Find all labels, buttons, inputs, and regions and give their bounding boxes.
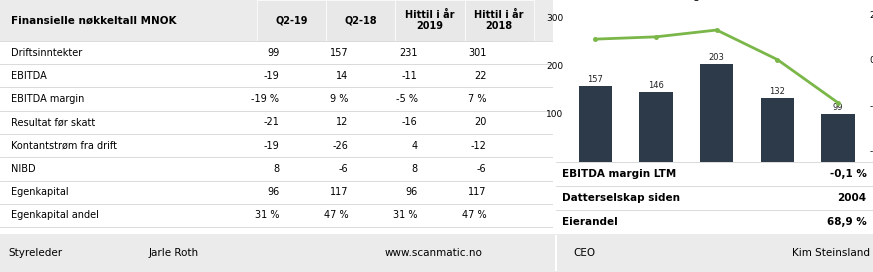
Text: 301: 301 — [468, 48, 486, 58]
Text: NIBD: NIBD — [11, 164, 36, 174]
Text: EBITDA: EBITDA — [11, 71, 47, 81]
Text: 157: 157 — [588, 75, 603, 84]
Text: 132: 132 — [769, 87, 786, 96]
Text: Datterselskap siden: Datterselskap siden — [562, 193, 680, 203]
Text: -19: -19 — [264, 141, 279, 151]
Text: www.scanmatic.no: www.scanmatic.no — [384, 248, 482, 258]
Text: 2004: 2004 — [837, 193, 867, 203]
Text: 4: 4 — [411, 141, 417, 151]
Bar — [700, 64, 733, 162]
Text: 31 %: 31 % — [393, 211, 417, 220]
Text: EBITDA margin LTM: EBITDA margin LTM — [562, 169, 677, 179]
Text: -6: -6 — [477, 164, 486, 174]
Text: 117: 117 — [330, 187, 348, 197]
Text: 96: 96 — [267, 187, 279, 197]
Text: -16: -16 — [402, 117, 417, 127]
Text: -26: -26 — [333, 141, 348, 151]
Text: 20: 20 — [474, 117, 486, 127]
Text: 31 %: 31 % — [255, 211, 279, 220]
Text: 157: 157 — [330, 48, 348, 58]
Text: Egenkapital andel: Egenkapital andel — [11, 211, 99, 220]
Text: -11: -11 — [402, 71, 417, 81]
Text: 8: 8 — [411, 164, 417, 174]
Text: -5 %: -5 % — [395, 94, 417, 104]
Text: 47 %: 47 % — [324, 211, 348, 220]
Text: -0,1 %: -0,1 % — [829, 169, 867, 179]
Text: Hittil i år
2019: Hittil i år 2019 — [405, 10, 455, 31]
Text: 68,9 %: 68,9 % — [827, 217, 867, 227]
Text: Hittil i år
2018: Hittil i år 2018 — [474, 10, 524, 31]
Text: -6: -6 — [339, 164, 348, 174]
Text: EBITDA margin: EBITDA margin — [11, 94, 85, 104]
Text: 99: 99 — [833, 103, 843, 112]
Text: Styreleder: Styreleder — [9, 248, 63, 258]
Bar — [760, 98, 794, 162]
Bar — [327, 0, 395, 41]
Bar — [395, 0, 464, 41]
Text: 8: 8 — [273, 164, 279, 174]
Text: -21: -21 — [264, 117, 279, 127]
Text: Kim Steinsland: Kim Steinsland — [792, 248, 870, 258]
Text: Resultat før skatt: Resultat før skatt — [11, 117, 95, 127]
Bar — [0, 0, 553, 41]
Text: -12: -12 — [471, 141, 486, 151]
Text: Kontantstrøm fra drift: Kontantstrøm fra drift — [11, 141, 117, 151]
Title: Utvikling siste 5 kvartal: Utvikling siste 5 kvartal — [651, 0, 782, 1]
Text: 14: 14 — [336, 71, 348, 81]
Text: 117: 117 — [468, 187, 486, 197]
Text: -19: -19 — [264, 71, 279, 81]
Bar — [258, 0, 327, 41]
Bar — [821, 114, 855, 162]
Text: Egenkapital: Egenkapital — [11, 187, 69, 197]
Text: 146: 146 — [648, 81, 663, 89]
Text: Q2-19: Q2-19 — [276, 16, 308, 26]
Text: Q2-18: Q2-18 — [345, 16, 377, 26]
Text: 7 %: 7 % — [468, 94, 486, 104]
Text: 47 %: 47 % — [462, 211, 486, 220]
Text: Eierandel: Eierandel — [562, 217, 618, 227]
Text: Finansielle nøkkeltall MNOK: Finansielle nøkkeltall MNOK — [11, 16, 176, 26]
Bar — [579, 86, 612, 162]
Text: 96: 96 — [405, 187, 417, 197]
Text: Driftsinntekter: Driftsinntekter — [11, 48, 82, 58]
Text: 99: 99 — [267, 48, 279, 58]
Text: 12: 12 — [336, 117, 348, 127]
Text: -19 %: -19 % — [251, 94, 279, 104]
Text: 9 %: 9 % — [330, 94, 348, 104]
Text: CEO: CEO — [574, 248, 595, 258]
Bar — [639, 92, 673, 162]
Text: 231: 231 — [399, 48, 417, 58]
Text: 203: 203 — [709, 53, 725, 62]
Text: 22: 22 — [474, 71, 486, 81]
Legend: Driftsinntekter, EBITDA margin: Driftsinntekter, EBITDA margin — [628, 201, 806, 217]
Bar — [464, 0, 533, 41]
Text: Jarle Roth: Jarle Roth — [148, 248, 198, 258]
